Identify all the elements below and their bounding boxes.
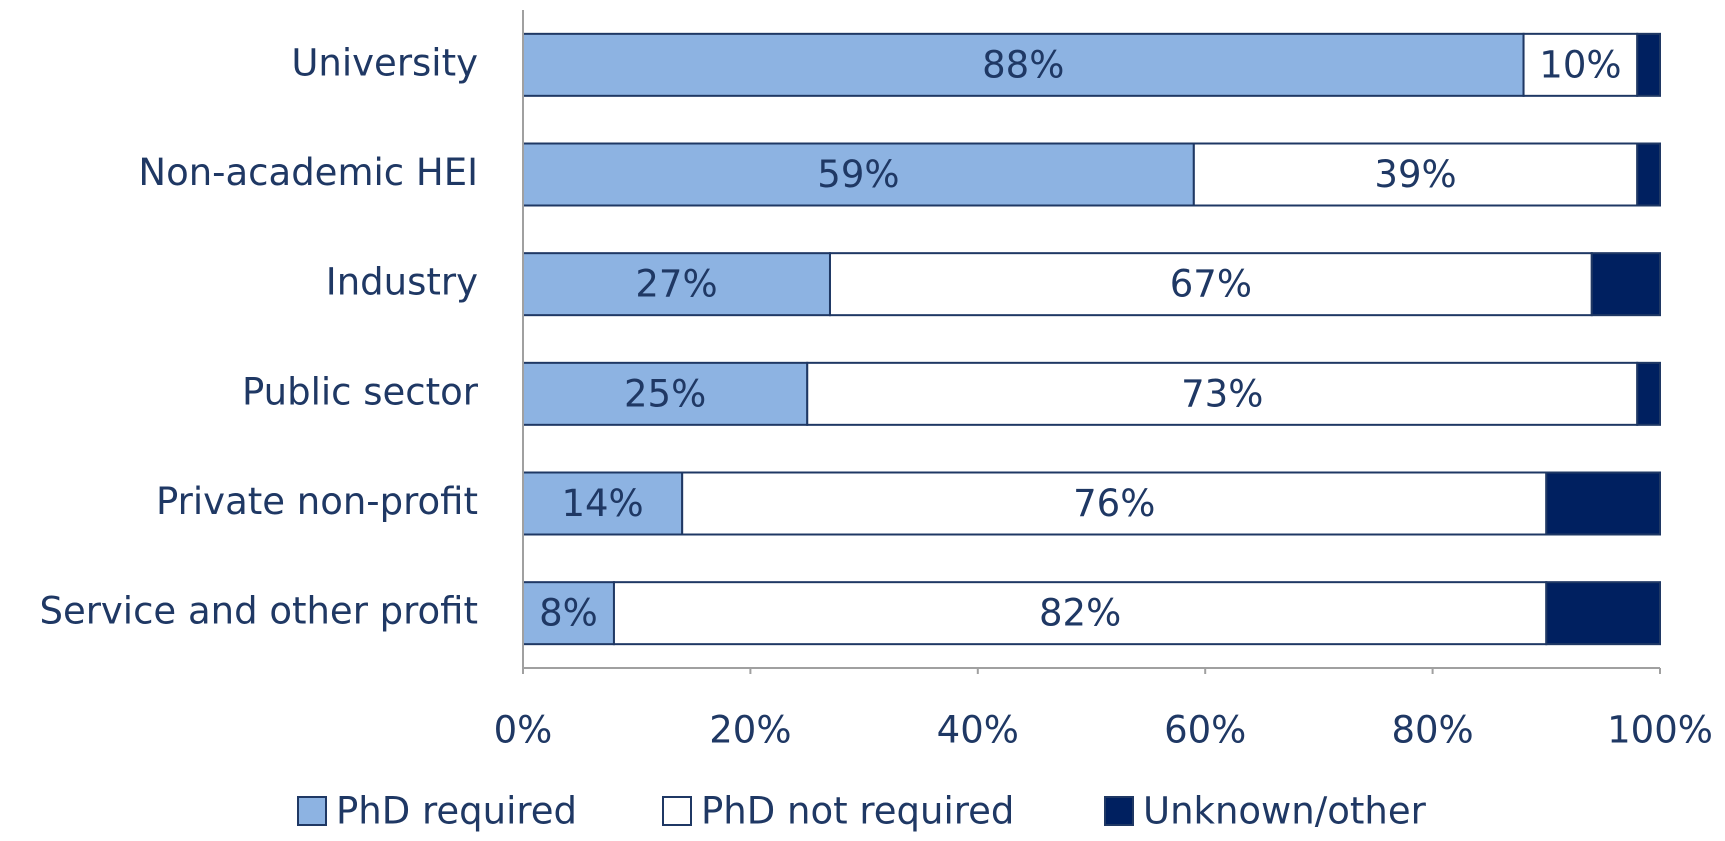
x-tick-label: 0% (494, 709, 553, 752)
bar-segment (522, 32, 1525, 97)
data-label: 27% (635, 263, 717, 306)
x-tick-label: 80% (1391, 709, 1473, 752)
bar-segment (828, 252, 1593, 317)
legend-label: PhD required (336, 790, 577, 833)
data-label: 25% (624, 372, 706, 415)
bar-segment (1522, 32, 1639, 97)
data-label: 73% (1181, 372, 1263, 415)
data-label: 59% (817, 153, 899, 196)
bar-segment (522, 361, 809, 426)
bar-segment (1636, 142, 1662, 207)
bar-segment (1590, 252, 1662, 317)
category-label: Non-academic HEI (138, 151, 478, 194)
legend-label: Unknown/other (1143, 790, 1427, 833)
category-label: Private non-profit (156, 480, 478, 523)
data-label: 10% (1539, 43, 1621, 86)
data-label: 76% (1073, 482, 1155, 525)
category-label: Service and other profit (39, 590, 478, 633)
x-tick-label: 100% (1607, 709, 1713, 752)
category-label: University (291, 41, 478, 84)
bar-segment (522, 252, 831, 317)
bar-segment (681, 471, 1548, 536)
data-label: 67% (1170, 263, 1252, 306)
legend-swatch (297, 796, 327, 826)
bar-segment (1545, 581, 1662, 646)
bar-segment (612, 581, 1548, 646)
bar-segment (1636, 32, 1662, 97)
data-label: 39% (1374, 153, 1456, 196)
x-tick-label: 20% (709, 709, 791, 752)
x-tick-label: 40% (937, 709, 1019, 752)
bar-segment (522, 142, 1195, 207)
bar-segment (1636, 361, 1662, 426)
bar-segment (1545, 471, 1662, 536)
data-label: 88% (982, 43, 1064, 86)
legend-label: PhD not required (701, 790, 1014, 833)
legend-swatch (662, 796, 692, 826)
legend-swatch (1104, 796, 1134, 826)
data-label: 8% (539, 592, 598, 635)
category-label: Industry (326, 261, 478, 304)
bar-segment (806, 361, 1639, 426)
category-label: Public sector (242, 370, 479, 413)
x-tick-label: 60% (1164, 709, 1246, 752)
data-label: 82% (1039, 592, 1121, 635)
data-label: 14% (561, 482, 643, 525)
